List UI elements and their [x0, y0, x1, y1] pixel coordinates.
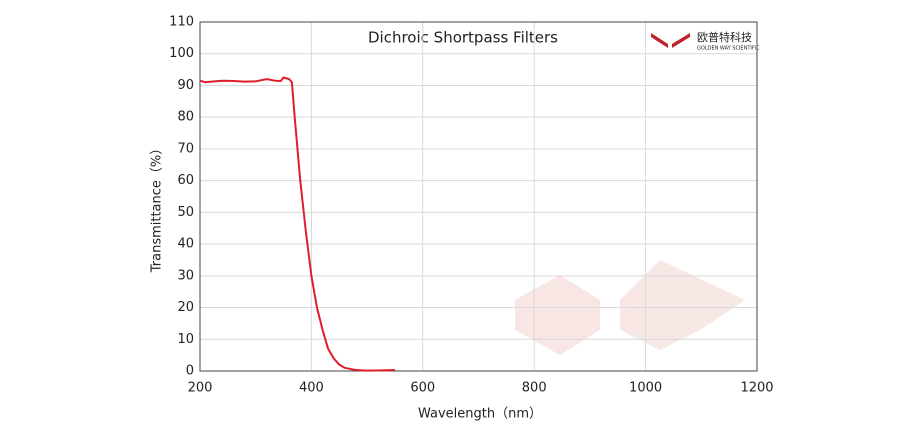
logo: 欧普特科技 GOLDEN WAY SCIENTIFIC	[651, 30, 760, 52]
x-tick-label: 400	[299, 381, 324, 396]
x-tick-label: 1000	[629, 381, 662, 396]
x-tick-label: 200	[188, 381, 213, 396]
x-tick-label: 1200	[740, 381, 773, 396]
x-tick-label: 800	[522, 381, 547, 396]
y-tick-label: 50	[177, 205, 194, 220]
logo-name: 欧普特科技	[697, 30, 752, 44]
y-tick-label: 110	[169, 15, 194, 30]
y-tick-label: 70	[177, 141, 194, 156]
y-tick-label: 40	[177, 237, 194, 252]
y-tick-label: 90	[177, 78, 194, 93]
y-tick-label: 100	[169, 46, 194, 61]
y-tick-label: 60	[177, 173, 194, 188]
watermark	[515, 260, 745, 355]
x-tick-label: 600	[410, 381, 435, 396]
y-tick-label: 10	[177, 332, 194, 347]
y-tick-label: 20	[177, 300, 194, 315]
plot-border	[199, 21, 758, 372]
y-tick-label: 0	[186, 364, 194, 379]
data-line	[199, 76, 395, 372]
x-axis-label: Wavelength（nm）	[418, 407, 542, 422]
y-axis-label: Transmittance（%）	[150, 142, 165, 274]
logo-subtitle: GOLDEN WAY SCIENTIFIC	[697, 46, 760, 52]
y-tick-label: 80	[177, 110, 194, 125]
chart-title: Dichroic Shortpass Filters	[368, 29, 558, 47]
y-tick-label: 30	[177, 268, 194, 283]
